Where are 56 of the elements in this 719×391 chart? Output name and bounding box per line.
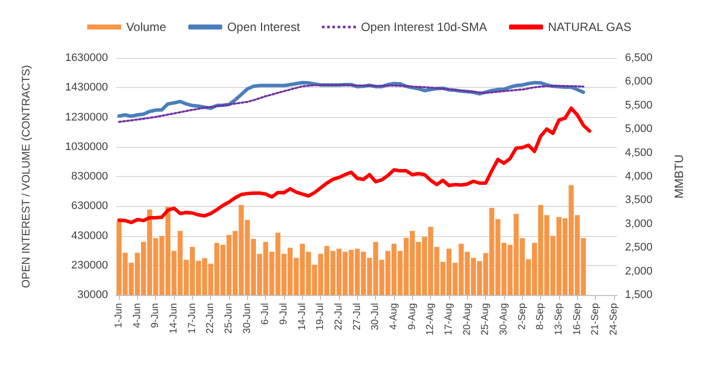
y2-tick-label: 3,500: [625, 194, 653, 206]
y-tick-label: 1430000: [65, 82, 108, 94]
x-tick-label: 17-Aug: [443, 303, 454, 336]
y-tick-label: 1630000: [65, 52, 108, 64]
y-axis-title: OPEN INTEREST / VOLUME (CONTRACTS): [20, 65, 32, 288]
x-tick-label: 13-Sep: [553, 302, 564, 336]
y2-tick-label: 4,500: [625, 146, 653, 159]
y-tick-label: 1230000: [65, 111, 108, 124]
y-tick-label: 630000: [71, 200, 108, 212]
legend-label: NATURAL GAS: [548, 20, 632, 34]
x-tick-label: 1-Jun: [114, 303, 125, 328]
y2-tick-label: 3,000: [625, 218, 653, 230]
x-tick-label: 27-Jul: [352, 303, 363, 330]
y2-tick-label: 6,000: [625, 76, 653, 88]
x-tick-label: 6-Jul: [260, 303, 272, 325]
y2-tick-label: 1,500: [625, 289, 653, 301]
y2-axis-title: MMBTU: [672, 154, 686, 198]
y2-tick-label: 5,000: [625, 123, 653, 136]
x-tick-label: 8-Sep: [535, 302, 546, 330]
legend-label: Volume: [126, 20, 167, 34]
x-tick-label: 20-Aug: [462, 303, 473, 336]
x-tick-label: 9-Jul: [278, 303, 290, 325]
legend-label: Open Interest 10d-SMA: [360, 20, 488, 34]
x-tick-label: 16-Sep: [572, 302, 583, 336]
x-tick-label: 22-Jun: [205, 303, 216, 334]
y2-tick-label: 5,500: [625, 99, 653, 112]
x-tick-label: 14-Jul: [296, 303, 308, 330]
y-tick-label: 230000: [71, 259, 108, 272]
y2-tick-label: 4,000: [625, 170, 653, 182]
x-tick-label: 4-Aug: [388, 303, 400, 330]
x-tick-label: 9-Jun: [150, 303, 162, 328]
legend-label: Open Interest: [227, 20, 301, 34]
x-tick-label: 25-Jun: [224, 303, 235, 334]
y-tick-label: 430000: [71, 230, 108, 242]
x-tick-label: 30-Jul: [370, 303, 382, 330]
x-tick-label: 4-Jun: [132, 303, 143, 328]
x-tick-label: 2-Sep: [516, 302, 528, 330]
line-series: [117, 106, 592, 224]
x-tick-label: 22-Jul: [334, 303, 345, 330]
x-tick-label: 30-Aug: [498, 303, 510, 336]
x-tick-label: 19-Jul: [315, 303, 326, 330]
x-tick-label: 30-Jun: [242, 303, 253, 334]
y2-tick-label: 2,000: [625, 265, 653, 278]
y-tick-label: 1030000: [65, 140, 108, 153]
x-tick-label: 24-Sep: [608, 302, 620, 336]
y-tick-label: 30000: [77, 289, 108, 301]
x-tick-label: 17-Jun: [186, 303, 198, 334]
y2-tick-label: 6,500: [625, 52, 653, 64]
x-tick-label: 25-Aug: [480, 303, 492, 336]
line-series: [118, 84, 584, 123]
x-tick-label: 9-Aug: [406, 303, 418, 330]
y2-tick-label: 2,500: [625, 242, 653, 254]
x-tick-label: 14-Jun: [168, 303, 180, 334]
x-tick-label: 12-Aug: [425, 303, 436, 336]
x-tick-label: 21-Sep: [590, 302, 602, 336]
y-tick-label: 830000: [71, 170, 108, 182]
